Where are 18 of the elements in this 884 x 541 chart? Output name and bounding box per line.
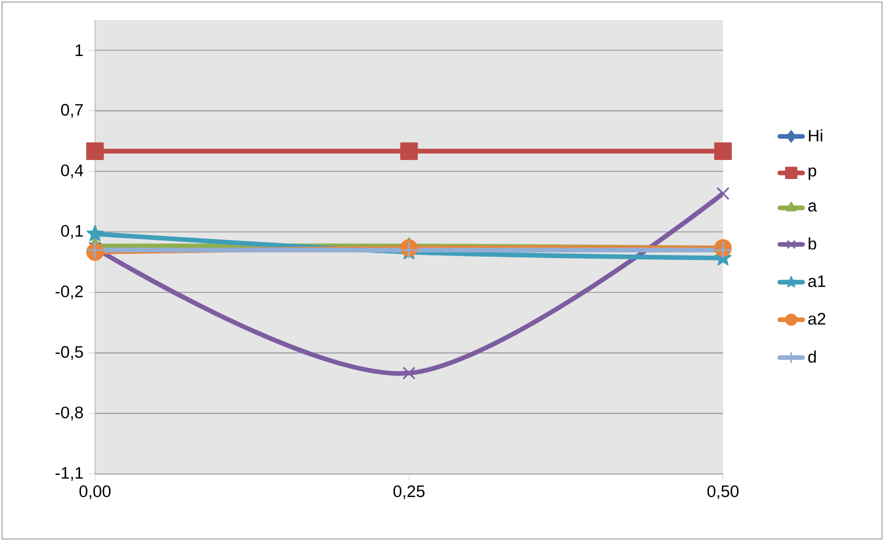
- y-tick-label: 1: [76, 44, 83, 56]
- y-tick-label: -0,5: [56, 346, 83, 360]
- y-tick-label: -0,8: [56, 406, 83, 420]
- legend-label: b: [808, 237, 816, 250]
- y-tick-label: 0,1: [61, 224, 83, 239]
- legend-label: d: [808, 350, 816, 363]
- y-tick-label: 0,7: [61, 104, 83, 118]
- legend-label: a: [808, 202, 817, 212]
- y-tick-label: -0,2: [56, 286, 83, 300]
- legend-label: a2: [808, 312, 826, 325]
- x-tick-label: 0,25: [393, 485, 425, 500]
- legend-label: a1: [808, 275, 826, 288]
- x-tick-label: 0,50: [707, 485, 739, 500]
- y-tick-label: -1,1: [56, 467, 83, 481]
- legend-label: p: [808, 167, 816, 180]
- legend-label: Hi: [808, 129, 822, 142]
- x-tick-label: 0,00: [79, 485, 111, 500]
- y-tick-label: 0,4: [61, 164, 84, 178]
